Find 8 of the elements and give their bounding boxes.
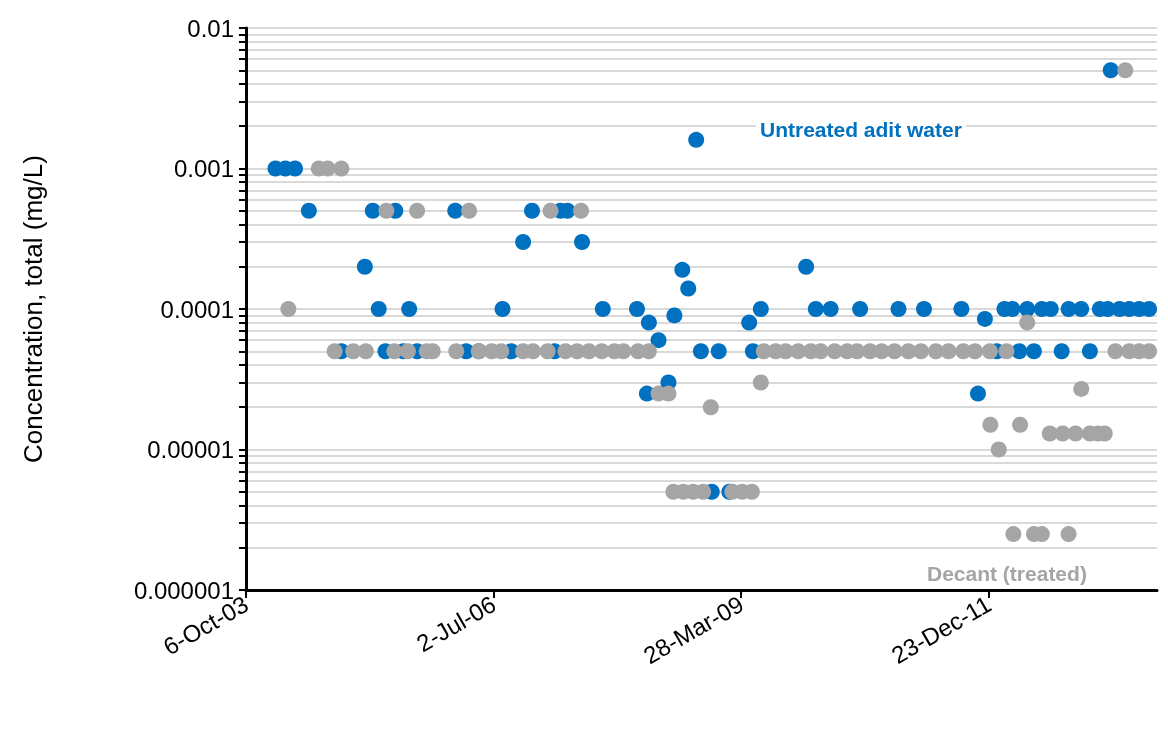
y-tick-label: 0.001: [173, 155, 234, 182]
y-axis-title: Concentration, total (mg/L): [18, 155, 48, 463]
y-tick-label: 0.0001: [160, 295, 234, 323]
series-label: Decant (treated): [927, 562, 1087, 585]
text: Untreated adit water: [760, 118, 962, 141]
y-tick-label: 0.01: [187, 14, 234, 42]
y-tick-label: 0.00001: [147, 436, 234, 463]
y-tick-label: 0.000001: [133, 576, 234, 604]
